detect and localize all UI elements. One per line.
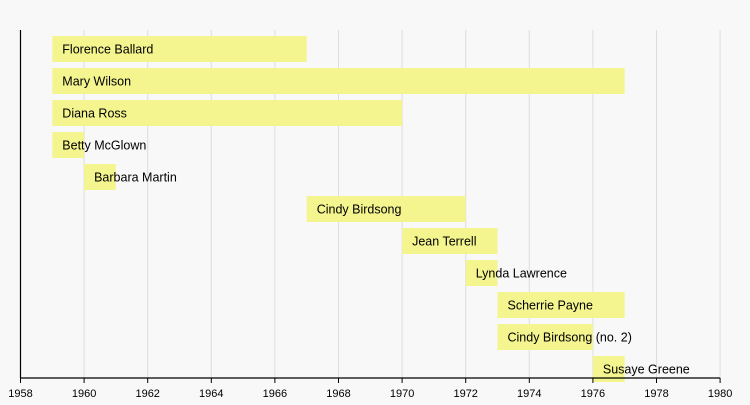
x-tick-label: 1968: [326, 388, 350, 400]
x-tick-label: 1966: [263, 388, 287, 400]
bar-label: Florence Ballard: [62, 43, 153, 57]
x-tick-label: 1962: [135, 388, 159, 400]
bar-label: Lynda Lawrence: [476, 267, 567, 281]
bar-label: Barbara Martin: [94, 171, 177, 185]
bar: [497, 292, 625, 318]
bar-label: Cindy Birdsong: [317, 203, 402, 217]
bar-label: Cindy Birdsong (no. 2): [508, 331, 632, 345]
x-axis: 1958 1960 1962 1964 1966 1968 1970 1972 1974 1976…: [8, 30, 732, 400]
bar-label: Susaye Greene: [603, 363, 690, 377]
bar-label: Mary Wilson: [62, 75, 131, 89]
x-tick-label: 1960: [72, 388, 96, 400]
bar-label: Jean Terrell: [412, 235, 476, 249]
x-tick-label: 1976: [581, 388, 605, 400]
x-tick-label: 1978: [644, 388, 668, 400]
bar: [497, 324, 593, 350]
bar: [52, 36, 307, 62]
bar-label: Diana Ross: [62, 107, 127, 121]
x-tick-label: 1980: [708, 388, 732, 400]
bar-label: Scherrie Payne: [508, 299, 594, 313]
bars: Florence Ballard Mary Wilson Diana Ross Bet…: [52, 36, 690, 382]
x-tick-label: 1974: [517, 388, 541, 400]
x-tick-label: 1970: [390, 388, 414, 400]
x-tick-label: 1972: [453, 388, 477, 400]
bar: [306, 196, 466, 222]
bar: [52, 100, 403, 126]
bar: [465, 260, 498, 286]
x-tick-label: 1958: [8, 388, 32, 400]
bar: [402, 228, 498, 254]
bar-label: Betty McGlown: [62, 139, 146, 153]
bar: [52, 132, 85, 158]
x-tick-label: 1964: [199, 388, 223, 400]
bar: [52, 68, 625, 94]
bar: [84, 164, 116, 190]
